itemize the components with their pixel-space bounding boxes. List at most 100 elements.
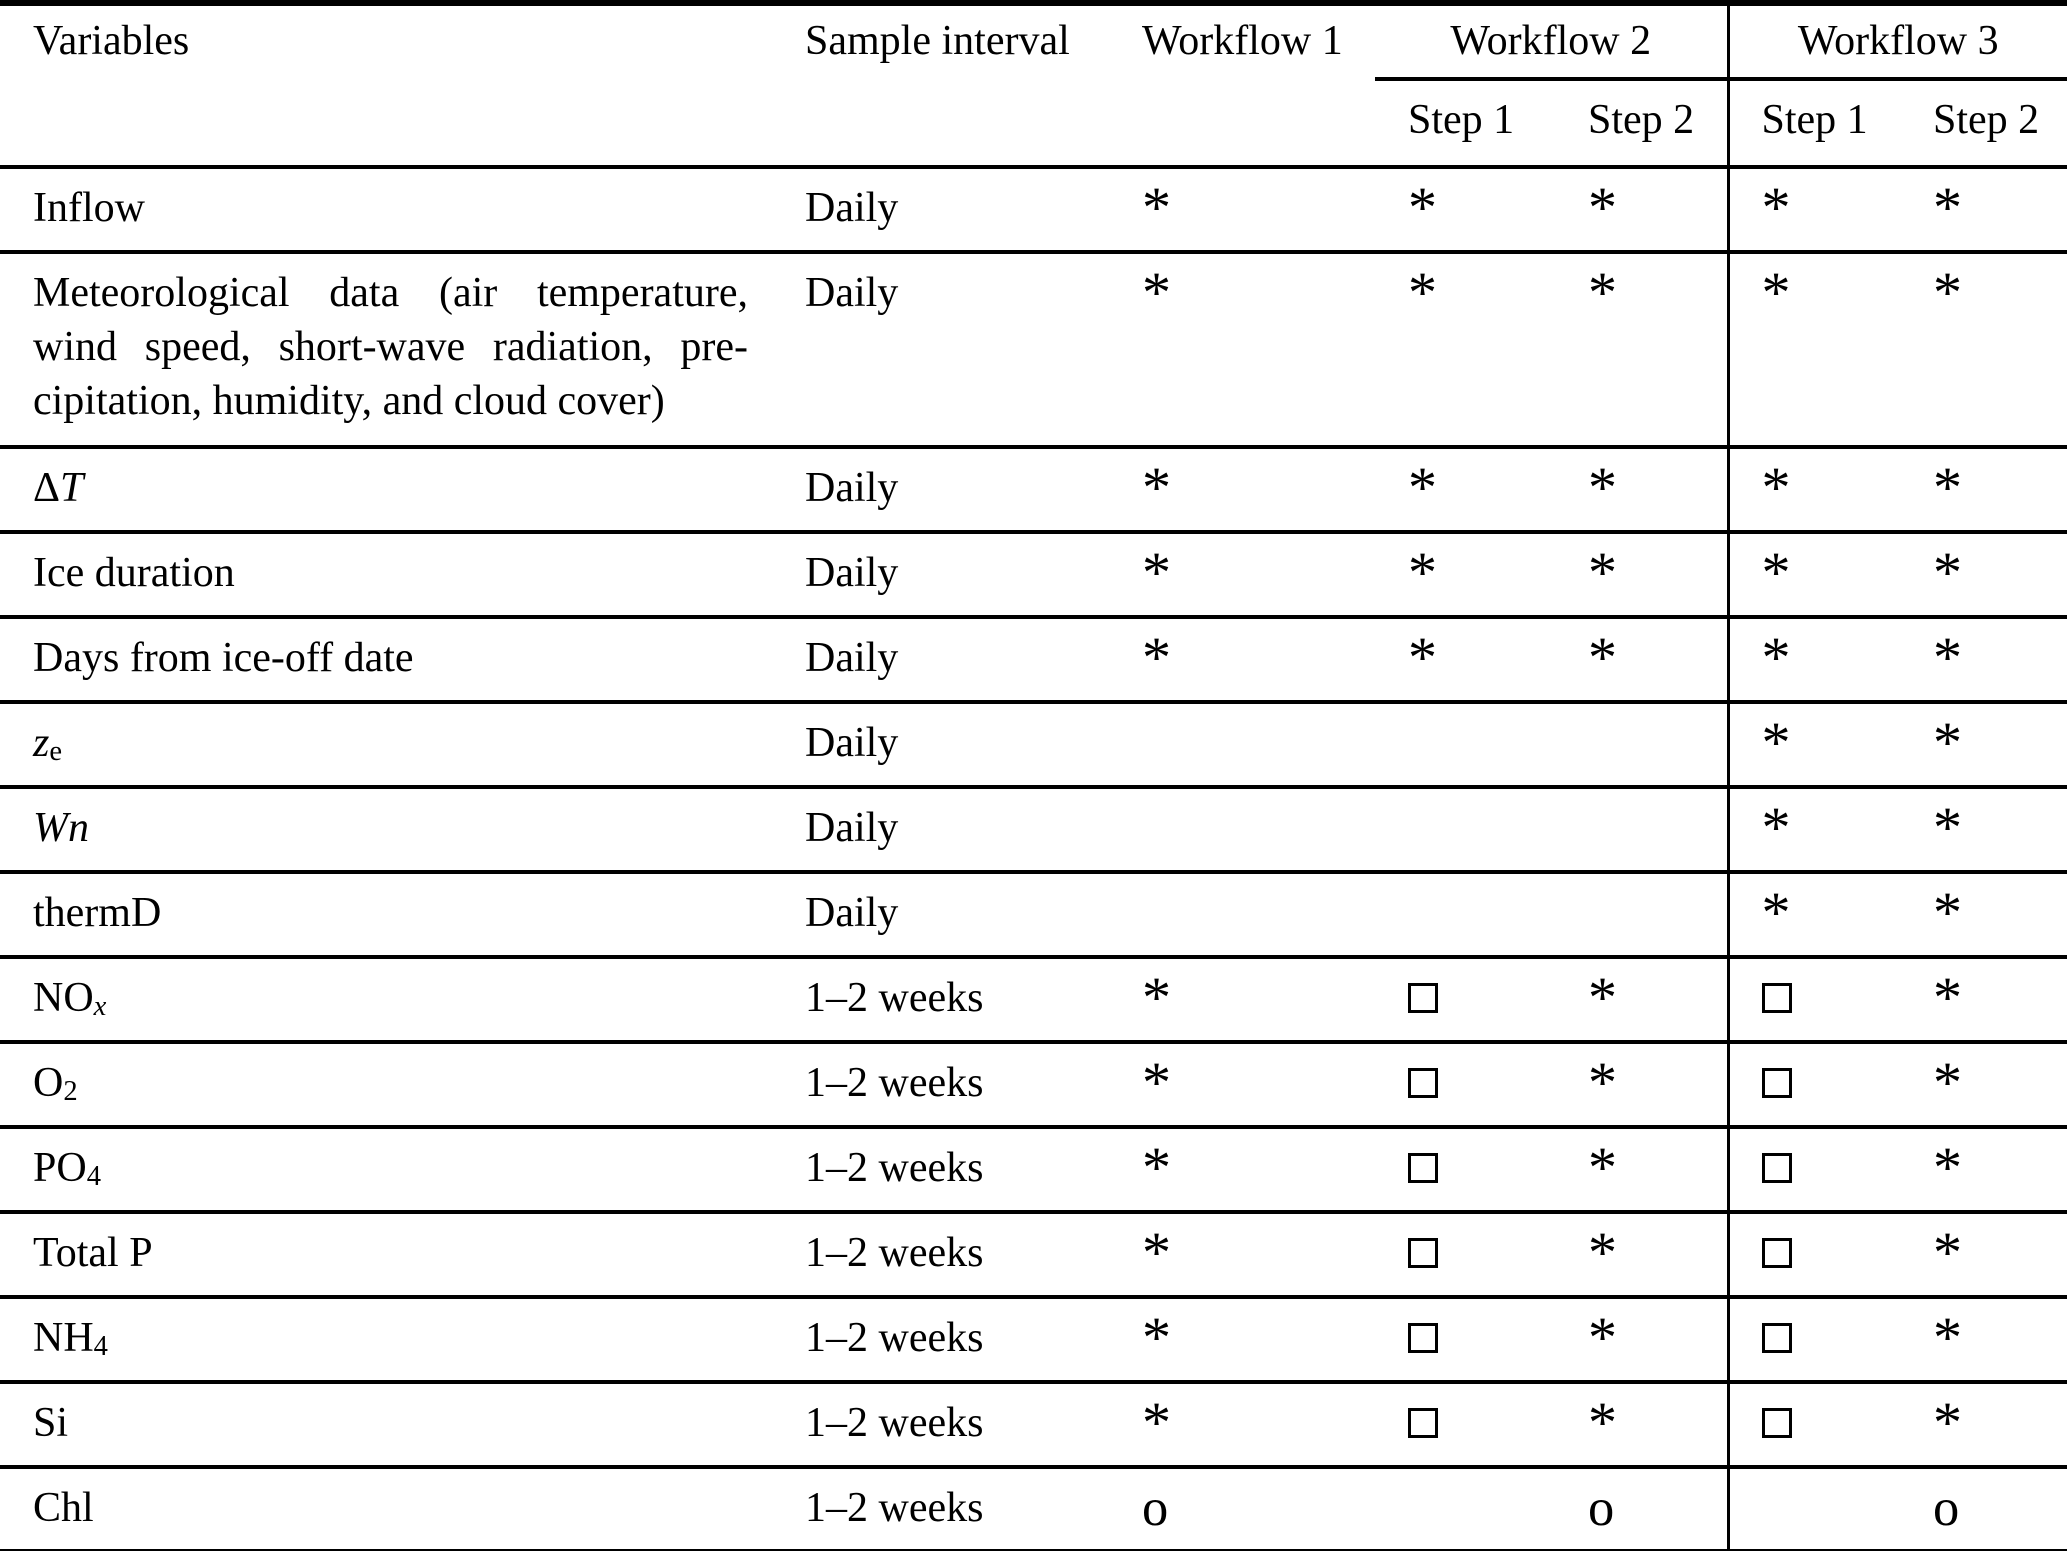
variable-line: ΔT [33,461,748,515]
asterisk-symbol: * [1588,625,1617,690]
asterisk-symbol: * [1142,1390,1171,1455]
variable-text-segment: PO [33,1145,87,1191]
circle-symbol: o [1142,1479,1169,1537]
asterisk-symbol: * [1933,1305,1963,1370]
cell-wn-workflow2-step1 [1375,787,1552,874]
variable-text-segment: 4 [86,1160,101,1192]
cell-meteorological-data-workflow3-step2: * [1905,252,2067,449]
asterisk-symbol: * [1588,455,1617,520]
sample-interval-cell-ze: Daily [770,702,1110,789]
cell-chl-workflow2-step2: o [1552,1467,1728,1551]
cell-days-from-ice-off-date-workflow3-step1: * [1726,617,1906,704]
cell-wn-workflow2-step2 [1552,787,1729,874]
asterisk-symbol: * [1142,175,1171,240]
cell-o2-workflow2-step1 [1375,1042,1552,1129]
variable-text-segment: z [33,720,50,766]
cell-nh4-workflow2-step1 [1375,1297,1552,1384]
table-row-nh4: NH4 1–2 weeks * * * [0,1297,2067,1384]
table-row-delta-t: ΔT Daily * * * * * [0,447,2067,534]
open-square-symbol [1761,1408,1792,1438]
variable-line: Meteorological data (air temperature, [33,266,748,320]
variable-text-segment: wind speed, short-wave radiation, pre- [33,324,748,370]
variable-line: PO4 [33,1141,748,1195]
cell-ze-workflow1 [1110,702,1375,789]
open-square-symbol [1408,1153,1438,1183]
cell-thermd-workflow2-step2 [1552,872,1729,959]
variable-line: NOx [33,971,748,1025]
header-spacer [0,79,770,169]
cell-nox-workflow3-step1 [1726,957,1906,1044]
open-square-symbol [1761,1068,1792,1098]
asterisk-symbol: * [1408,175,1437,240]
sample-interval-cell-days-from-ice-off-date: Daily [770,617,1110,704]
col-header-workflow1: Workflow 1 [1142,18,1343,64]
variable-line: Ice duration [33,546,748,600]
asterisk-symbol: * [1933,175,1963,240]
variable-line: Total P [33,1226,748,1280]
open-square-symbol [1761,983,1792,1013]
asterisk-symbol: * [1933,795,1963,860]
cell-days-from-ice-off-date-workflow3-step2: * [1905,617,2067,704]
col-header-workflow2: Workflow 2 [1375,3,1729,81]
cell-o2-workflow3-step1 [1726,1042,1906,1129]
cell-total-p-workflow2-step2: * [1552,1212,1729,1299]
cell-total-p-workflow2-step1 [1375,1212,1552,1299]
table-row-po4: PO4 1–2 weeks * * * [0,1127,2067,1214]
sample-interval-cell-delta-t: Daily [770,447,1110,534]
sample-interval-cell-ice-duration: Daily [770,532,1110,619]
asterisk-symbol: * [1761,175,1791,240]
table-row-o2: O2 1–2 weeks * * * [0,1042,2067,1129]
asterisk-symbol: * [1933,965,1963,1030]
variable-line: Si [33,1396,748,1450]
cell-wn-workflow3-step1: * [1726,787,1906,874]
table-row-ice-duration: Ice duration Daily * * * * * [0,532,2067,619]
sample-interval-cell-chl: 1–2 weeks [805,1485,984,1531]
header-row-groups: Variables Sample interval Workflow 1 Wor… [0,3,2067,81]
variable-text-segment: Total P [33,1230,153,1276]
asterisk-symbol: * [1761,455,1791,520]
sample-interval-cell-o2: 1–2 weeks [770,1042,1110,1129]
cell-nox-workflow2-step1 [1375,957,1552,1044]
sample-interval-cell-meteorological-data: Daily [770,252,1110,449]
open-square-symbol [1408,1238,1438,1268]
table-row-nox: NOx 1–2 weeks * * * [0,957,2067,1044]
variable-text-segment: Chl [33,1485,94,1531]
variable-text-segment: Inflow [33,185,145,231]
cell-si-workflow2-step1 [1375,1382,1552,1469]
variable-cell-si: Si [0,1382,770,1469]
cell-delta-t-workflow1: * [1110,447,1375,534]
cell-si-workflow3-step1 [1726,1382,1906,1469]
variable-cell-po4: PO4 [0,1127,770,1214]
variable-line: thermD [33,886,748,940]
asterisk-symbol: * [1761,260,1791,325]
sample-interval-cell-nh4: 1–2 weeks [770,1297,1110,1384]
asterisk-symbol: * [1933,260,1963,325]
variable-line: Days from ice-off date [33,631,748,685]
cell-nh4-workflow2-step2: * [1552,1297,1729,1384]
table-row-days-from-ice-off-date: Days from ice-off date Daily * * * * * [0,617,2067,704]
cell-o2-workflow3-step2: * [1905,1042,2067,1129]
asterisk-symbol: * [1142,965,1171,1030]
asterisk-symbol: * [1408,455,1437,520]
asterisk-symbol: * [1933,880,1963,945]
asterisk-symbol: * [1761,710,1791,775]
cell-days-from-ice-off-date-workflow2-step2: * [1552,617,1729,704]
variable-text-segment: Wn [33,805,89,851]
cell-inflow-workflow1: * [1110,167,1375,254]
asterisk-symbol: * [1588,1135,1617,1200]
sample-interval-cell-inflow: Daily [770,167,1110,254]
asterisk-symbol: * [1142,540,1171,605]
asterisk-symbol: * [1142,625,1171,690]
cell-delta-t-workflow2-step2: * [1552,447,1729,534]
cell-days-from-ice-off-date-workflow1: * [1110,617,1375,704]
asterisk-symbol: * [1933,1390,1963,1455]
variable-cell-thermd: thermD [0,872,770,959]
asterisk-symbol: * [1588,175,1617,240]
table-row-si: Si 1–2 weeks * * * [0,1382,2067,1469]
sample-interval-cell-nox: 1–2 weeks [770,957,1110,1044]
asterisk-symbol: * [1761,795,1791,860]
variable-cell-delta-t: ΔT [0,447,770,534]
table-row-inflow: Inflow Daily * * * * * [0,167,2067,254]
cell-thermd-workflow3-step1: * [1726,872,1906,959]
variable-cell-inflow: Inflow [0,167,770,254]
